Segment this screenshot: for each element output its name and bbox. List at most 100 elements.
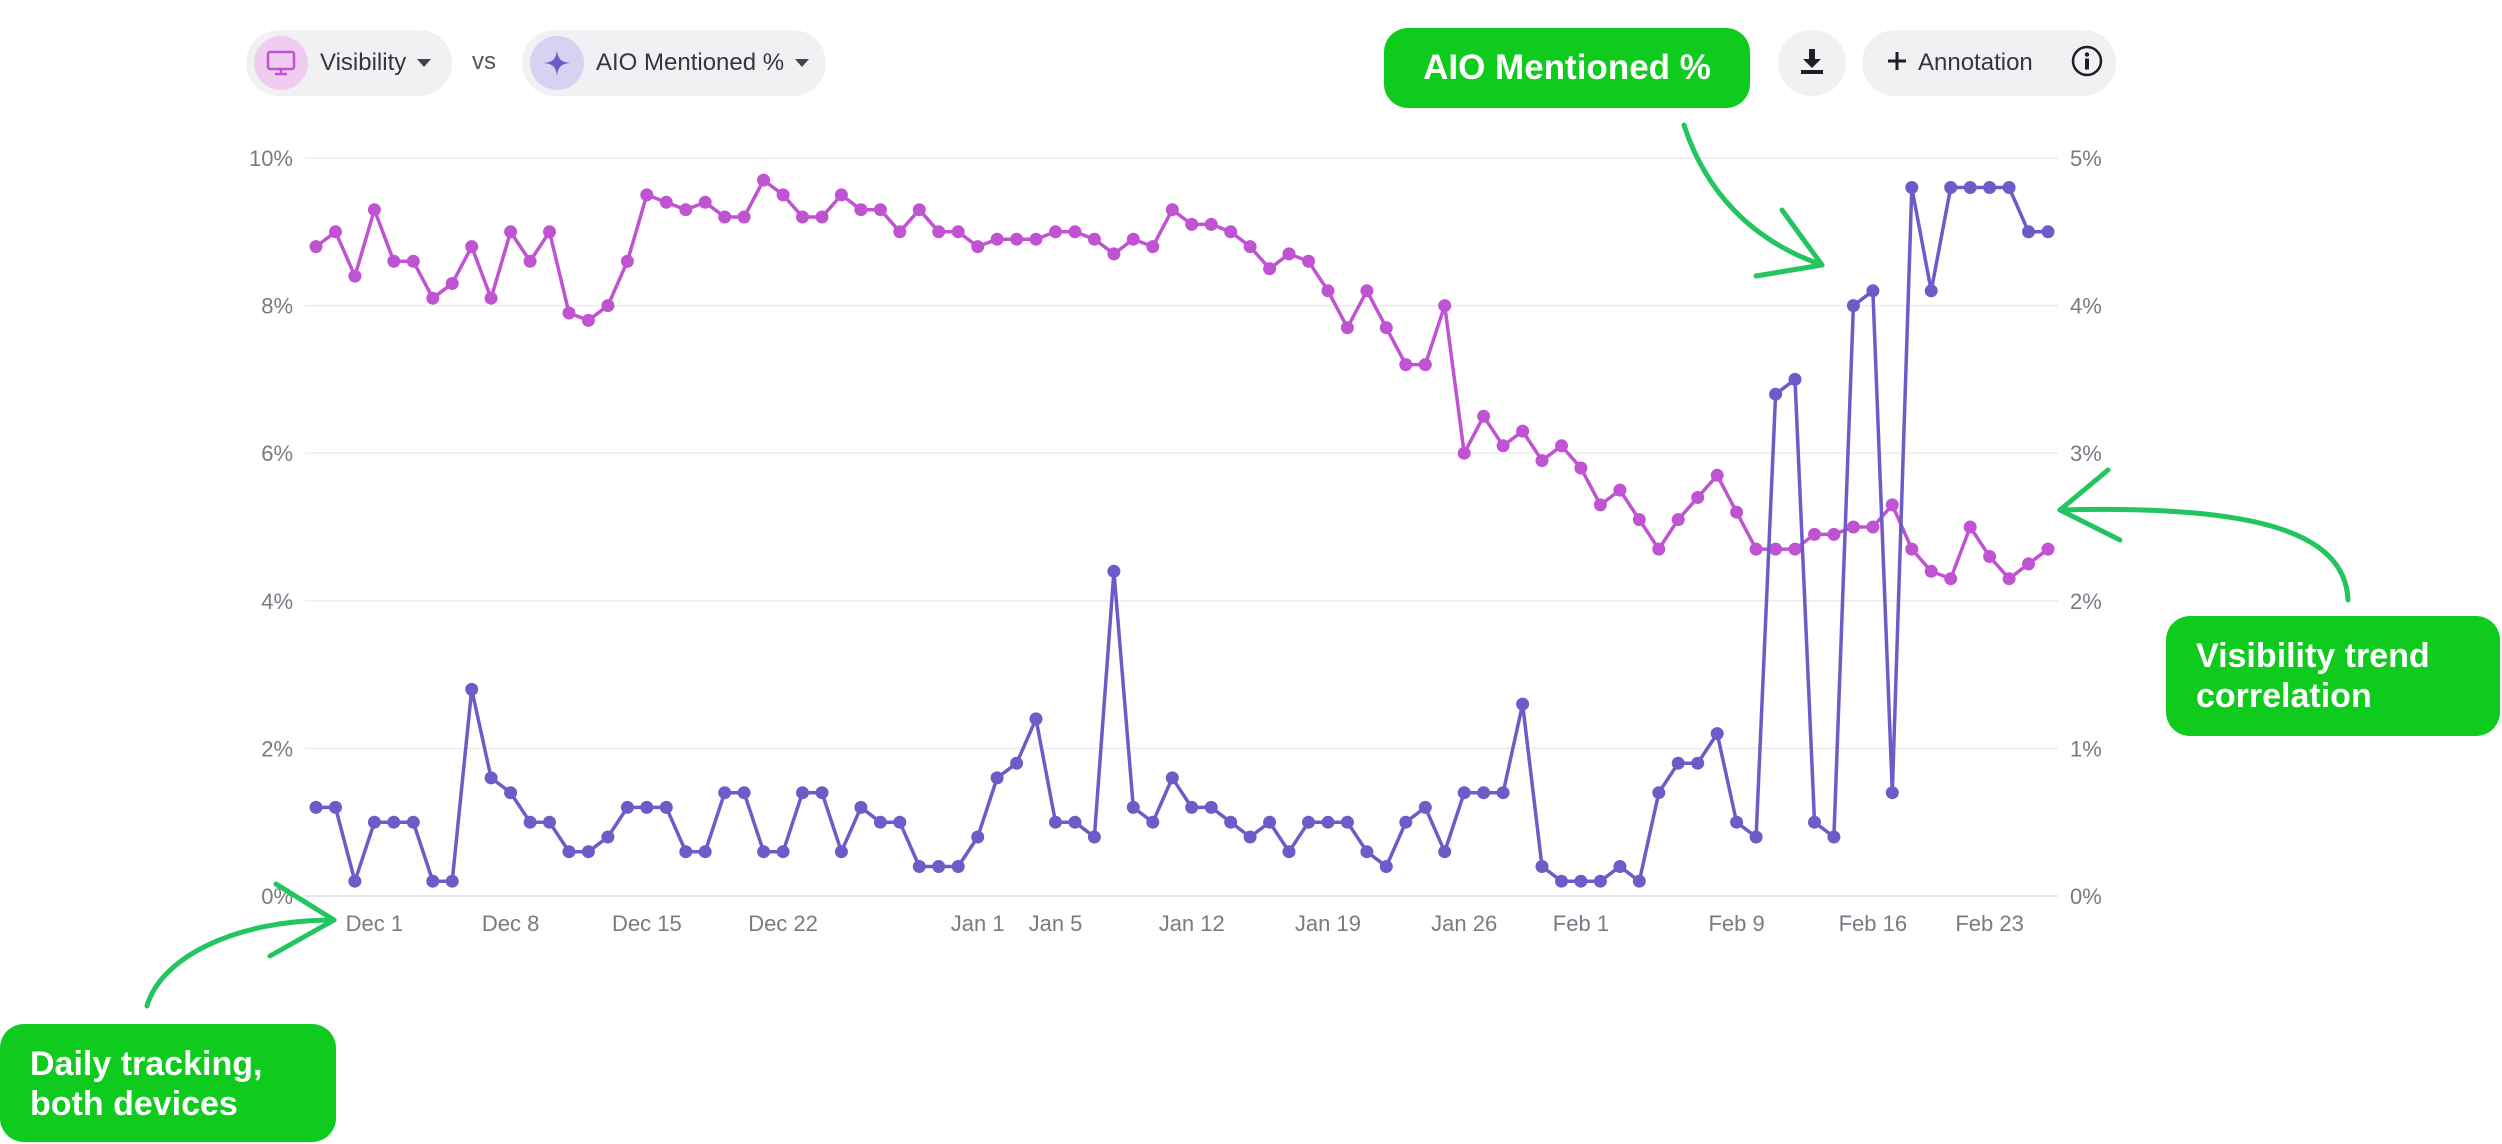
series-2-point[interactable] — [1496, 786, 1510, 800]
series-2-point[interactable] — [640, 800, 654, 814]
series-2-point[interactable] — [1457, 786, 1471, 800]
series-1-point[interactable] — [1535, 454, 1549, 468]
series-2-point[interactable] — [854, 800, 868, 814]
series-2-point[interactable] — [1379, 860, 1393, 873]
series-2-point[interactable] — [1749, 830, 1763, 844]
series-1-point[interactable] — [1652, 542, 1666, 556]
series-1-point[interactable] — [640, 188, 654, 202]
series-1-point[interactable] — [329, 225, 342, 239]
series-1-point[interactable] — [1749, 542, 1763, 556]
series-1-point[interactable] — [1418, 358, 1432, 372]
series-1-point[interactable] — [1730, 505, 1744, 519]
series-1-point[interactable] — [1866, 520, 1880, 534]
series-1-point[interactable] — [465, 240, 479, 254]
series-1-point[interactable] — [854, 203, 868, 217]
series-2-point[interactable] — [1399, 815, 1413, 829]
series-2-point[interactable] — [329, 800, 342, 814]
series-1-point[interactable] — [757, 173, 771, 187]
series-2-point[interactable] — [367, 815, 381, 829]
series-1-point[interactable] — [1243, 240, 1257, 254]
series-2-point[interactable] — [1068, 815, 1082, 829]
series-2-point[interactable] — [1885, 786, 1899, 800]
series-1-point[interactable] — [796, 210, 809, 224]
series-1-point[interactable] — [1827, 527, 1841, 541]
series-2-point[interactable] — [951, 860, 965, 873]
series-2-point[interactable] — [932, 860, 946, 873]
series-2-point[interactable] — [1866, 284, 1880, 298]
series-1-point[interactable] — [543, 225, 556, 239]
series-2-point[interactable] — [815, 786, 829, 800]
series-1-point[interactable] — [1846, 520, 1860, 534]
series-1-point[interactable] — [1302, 254, 1315, 268]
series-1-point[interactable] — [1593, 498, 1607, 512]
series-1-point[interactable] — [893, 225, 907, 239]
series-2-point[interactable] — [834, 845, 848, 859]
series-1-point[interactable] — [1905, 542, 1919, 556]
series-2-point[interactable] — [562, 845, 576, 859]
series-1-point[interactable] — [2002, 572, 2016, 586]
series-2-point[interactable] — [757, 845, 771, 859]
series-1-point[interactable] — [1963, 520, 1977, 534]
series-1-point[interactable] — [484, 291, 498, 305]
series-2-point[interactable] — [1924, 284, 1938, 298]
series-2-point[interactable] — [1185, 800, 1199, 814]
series-2-point[interactable] — [1360, 845, 1374, 859]
series-1-point[interactable] — [1185, 217, 1199, 231]
series-2-point[interactable] — [1555, 874, 1568, 888]
series-1-point[interactable] — [1321, 284, 1335, 298]
series-2-point[interactable] — [1263, 815, 1277, 829]
series-1-point[interactable] — [1983, 550, 1997, 563]
series-1-point[interactable] — [1360, 284, 1374, 298]
series-2-point[interactable] — [1107, 564, 1121, 578]
series-2-point[interactable] — [504, 786, 518, 800]
series-1-point[interactable] — [815, 210, 829, 224]
series-1-point[interactable] — [718, 210, 732, 224]
series-1-point[interactable] — [367, 203, 381, 217]
info-button[interactable] — [2066, 42, 2108, 84]
series-2-point[interactable] — [1632, 874, 1646, 888]
series-1-point[interactable] — [309, 240, 323, 254]
series-1-point[interactable] — [1399, 358, 1413, 372]
series-2-point[interactable] — [1340, 815, 1354, 829]
series-1-point[interactable] — [1263, 262, 1277, 276]
series-2-point[interactable] — [1516, 697, 1530, 711]
series-1-point[interactable] — [1496, 439, 1510, 453]
series-1-point[interactable] — [1574, 461, 1588, 475]
series-1-point[interactable] — [406, 254, 420, 268]
series-1-point[interactable] — [620, 254, 634, 268]
series-1-point[interactable] — [932, 225, 946, 239]
series-2-point[interactable] — [484, 771, 498, 785]
series-1-point[interactable] — [951, 225, 965, 239]
series-1-point[interactable] — [1944, 572, 1958, 586]
metric-b-selector[interactable]: AIO Mentioned % — [522, 30, 826, 96]
series-2-point[interactable] — [1146, 815, 1160, 829]
series-2-point[interactable] — [426, 874, 440, 888]
series-1-point[interactable] — [1788, 542, 1802, 556]
series-1-point[interactable] — [1010, 232, 1024, 246]
series-2-point[interactable] — [737, 786, 751, 800]
series-2-point[interactable] — [1691, 756, 1705, 770]
series-1-point[interactable] — [971, 240, 985, 254]
series-1-point[interactable] — [1379, 321, 1393, 335]
series-1-point[interactable] — [1632, 513, 1646, 527]
series-2-point[interactable] — [1671, 756, 1685, 770]
series-1-point[interactable] — [1477, 409, 1491, 423]
metric-a-selector[interactable]: Visibility — [246, 30, 452, 96]
series-2-point[interactable] — [1613, 860, 1627, 873]
series-2-point[interactable] — [796, 786, 809, 800]
series-1-point[interactable] — [581, 313, 595, 327]
series-1-point[interactable] — [1146, 240, 1160, 254]
series-2-point[interactable] — [1126, 800, 1140, 814]
series-1-point[interactable] — [1769, 542, 1783, 556]
series-2-point[interactable] — [1944, 181, 1958, 194]
series-2-point[interactable] — [1010, 756, 1024, 770]
series-2-point[interactable] — [679, 845, 693, 859]
series-1-point[interactable] — [1924, 564, 1938, 578]
series-1-point[interactable] — [1885, 498, 1899, 512]
series-1-point[interactable] — [1087, 232, 1101, 246]
series-2-point[interactable] — [1049, 815, 1062, 829]
series-1-point[interactable] — [698, 195, 712, 209]
series-2-point[interactable] — [659, 800, 673, 814]
series-2-point[interactable] — [309, 800, 323, 814]
series-1-point[interactable] — [1438, 299, 1452, 313]
